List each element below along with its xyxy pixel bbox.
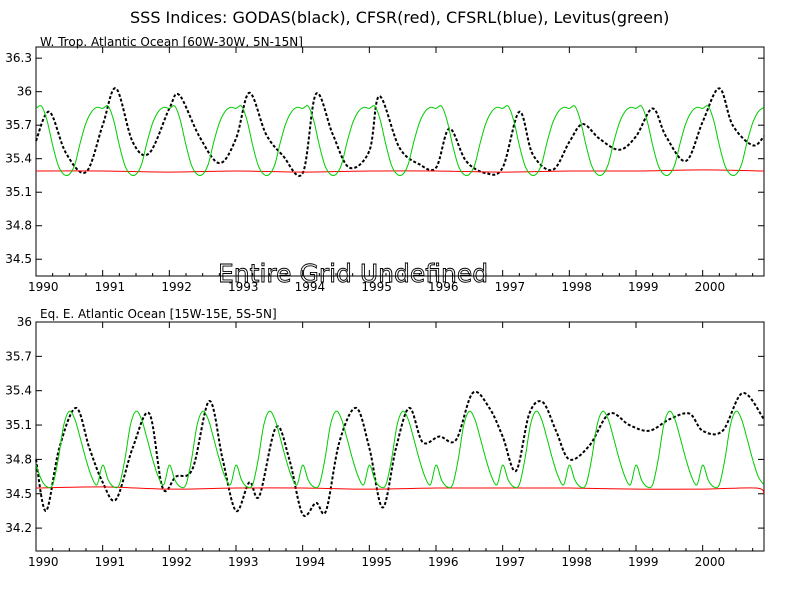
x-tick-label-bottom: 1998 <box>561 555 592 569</box>
y-tick-label-top: 35.1 <box>5 185 32 199</box>
undefined-grid-message: Entire Grid Undefined <box>218 259 488 288</box>
x-tick-label-bottom: 2000 <box>695 555 726 569</box>
plot-frame-top <box>35 46 765 277</box>
y-tick-label-bottom: 34.5 <box>5 487 32 501</box>
panel-top-title: W. Trop. Atlantic Ocean [60W-30W, 5N-15N… <box>40 35 303 49</box>
y-tick-label-bottom: 35.4 <box>5 384 32 398</box>
y-tick-label-top: 35.7 <box>5 118 32 132</box>
y-tick-label-top: 36.3 <box>5 51 32 65</box>
x-tick-label-bottom: 1990 <box>28 555 59 569</box>
y-tick-label-top: 34.8 <box>5 219 32 233</box>
y-tick-label-bottom: 36 <box>17 315 32 329</box>
series-line-cfsr-bottom <box>35 486 765 495</box>
x-tick-label-top: 1998 <box>561 280 592 294</box>
x-tick-label-top: 1993 <box>228 280 259 294</box>
panel-bottom-axes: 1990 1991 1992 1993 1994 1995 1996 1997 1998 1999… <box>5 315 765 569</box>
x-tick-label-bottom: 1999 <box>628 555 659 569</box>
y-tick-label-top: 36 <box>17 85 32 99</box>
x-tick-label-top: 1992 <box>161 280 192 294</box>
x-tick-label-bottom: 1993 <box>228 555 259 569</box>
panel-top: W. Trop. Atlantic Ocean [60W-30W, 5N-15N… <box>5 35 765 294</box>
x-tick-label-top: 2000 <box>695 280 726 294</box>
x-tick-label-top: 1990 <box>28 280 59 294</box>
y-tick-label-top: 35.4 <box>5 152 32 166</box>
plot-frame-bottom <box>35 321 765 552</box>
series-line-levitus-bottom <box>35 410 765 489</box>
x-tick-label-top: 1997 <box>495 280 526 294</box>
y-tick-label-bottom: 35.1 <box>5 418 32 432</box>
x-tick-label-top: 1994 <box>295 280 326 294</box>
x-tick-label-bottom: 1991 <box>95 555 126 569</box>
figure-title: SSS Indices: GODAS(black), CFSR(red), CF… <box>130 8 669 27</box>
x-tick-label-top: 1995 <box>361 280 392 294</box>
y-tick-label-bottom: 34.2 <box>5 521 32 535</box>
series-line-cfsr-top <box>35 169 765 173</box>
x-tick-label-top: 1999 <box>628 280 659 294</box>
y-tick-label-bottom: 34.8 <box>5 452 32 466</box>
x-tick-label-bottom: 1995 <box>361 555 392 569</box>
series-line-godas-top <box>35 87 765 177</box>
panel-bottom-title: Eq. E. Atlantic Ocean [15W-15E, 5S-5N] <box>40 307 277 321</box>
x-tick-label-bottom: 1996 <box>428 555 459 569</box>
series-line-levitus-top <box>35 105 765 177</box>
panel-top-axes: 1990 1991 1992 1993 1994 1995 1996 1997 1998 1999… <box>5 46 765 294</box>
x-tick-label-top: 1991 <box>95 280 126 294</box>
x-tick-label-bottom: 1997 <box>495 555 526 569</box>
series-line-godas-bottom <box>35 390 765 517</box>
x-tick-label-top: 1996 <box>428 280 459 294</box>
panel-bottom: Eq. E. Atlantic Ocean [15W-15E, 5S-5N] 1… <box>5 307 765 569</box>
y-tick-label-top: 34.5 <box>5 252 32 266</box>
x-tick-label-bottom: 1994 <box>295 555 326 569</box>
x-tick-label-bottom: 1992 <box>161 555 192 569</box>
y-tick-label-bottom: 35.7 <box>5 349 32 363</box>
